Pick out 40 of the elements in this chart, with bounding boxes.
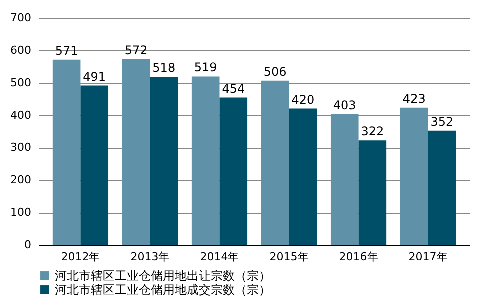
data-label: 322	[361, 124, 384, 139]
legend-label: 河北市辖区工业仓储用地出让宗数（宗）	[55, 269, 271, 283]
data-label: 519	[194, 60, 218, 75]
bar	[358, 140, 387, 245]
bar	[289, 108, 318, 245]
bar	[261, 80, 290, 245]
bar	[330, 114, 359, 245]
y-tick-label: 400	[10, 108, 32, 122]
data-label: 352	[430, 114, 454, 129]
x-tick-label: 2015年	[270, 250, 309, 264]
x-tick-label: 2013年	[130, 250, 170, 264]
y-tick-label: 500	[10, 76, 32, 90]
x-tick-label: 2017年	[408, 250, 448, 264]
x-tick-label: 2014年	[200, 250, 240, 264]
data-label: 423	[402, 92, 426, 106]
y-tick-label: 0	[24, 238, 32, 252]
data-label: 491	[83, 70, 106, 84]
bar	[400, 108, 428, 245]
data-label: 506	[264, 64, 287, 79]
data-label: 454	[222, 82, 246, 96]
data-label: 403	[333, 98, 356, 112]
data-label: 571	[55, 44, 78, 58]
bar	[80, 86, 109, 245]
y-tick-label: 600	[10, 44, 32, 57]
y-tick-label: 100	[10, 206, 32, 220]
bar	[150, 77, 178, 245]
x-tick-label: 2016年	[339, 250, 378, 264]
bar	[220, 98, 248, 245]
y-tick-label: 200	[10, 174, 32, 187]
bar	[52, 60, 81, 245]
data-label: 420	[292, 92, 315, 107]
y-tick-label: 300	[10, 141, 32, 154]
bar	[192, 76, 220, 245]
data-label: 518	[152, 61, 176, 76]
data-label: 572	[124, 44, 148, 58]
x-tick-label: 2012年	[61, 250, 100, 264]
bar	[428, 130, 456, 245]
legend-label: 河北市辖区工业仓储用地成交宗数（宗）	[55, 283, 271, 297]
y-tick-label: 700	[10, 12, 32, 24]
bar	[122, 60, 150, 245]
